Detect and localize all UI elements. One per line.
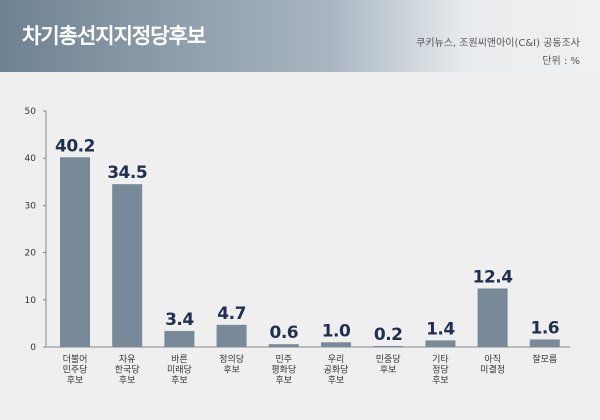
category-label: 잘모름: [532, 353, 557, 365]
unit-note: 단위 : %: [542, 56, 580, 67]
data-label: 12.4: [473, 267, 514, 287]
category-label: 한국당: [115, 365, 140, 376]
category-label: 더불어: [63, 354, 88, 365]
bar: [321, 342, 351, 347]
data-label: 3.4: [165, 310, 194, 330]
data-label: 34.5: [107, 163, 147, 183]
data-label: 0.6: [269, 323, 298, 343]
category-label: 후보: [276, 375, 293, 386]
category-label: 미래당: [167, 365, 192, 376]
category-label: 공화당: [324, 365, 349, 376]
category-label: 민주당: [63, 365, 88, 376]
category-label: 평화당: [271, 365, 296, 376]
bar: [164, 330, 195, 347]
bar: [425, 340, 456, 347]
category-label: 후보: [171, 375, 188, 386]
category-label: 후보: [67, 375, 84, 386]
source-note: 쿠키뉴스, 조원씨앤아이(C&I) 공동조사: [416, 38, 580, 49]
category-label: 후보: [223, 365, 240, 376]
y-tick-label: 20: [25, 249, 37, 259]
category-label: 민주: [276, 354, 293, 365]
bar: [529, 339, 560, 347]
category-label: 정의당: [219, 354, 244, 365]
y-tick-label: 40: [25, 154, 37, 164]
data-label: 40.2: [55, 136, 95, 156]
y-tick-label: 30: [25, 201, 37, 211]
category-label: 바른: [171, 354, 188, 365]
category-label: 후보: [119, 375, 136, 386]
data-label: 1.0: [322, 321, 351, 341]
data-label: 4.7: [217, 304, 246, 324]
category-label: 자유: [119, 354, 136, 365]
category-label: 정당: [432, 365, 449, 376]
header-banner: 차기총선지지정당후보 쿠키뉴스, 조원씨앤아이(C&I) 공동조사 단위 : %: [0, 0, 600, 72]
bar: [477, 288, 508, 347]
bar: [216, 324, 247, 347]
data-label: 1.6: [530, 318, 559, 338]
category-label: 미결정: [480, 365, 505, 376]
y-tick-label: 10: [25, 296, 37, 306]
bar: [112, 184, 143, 347]
category-label: 후보: [380, 365, 397, 376]
bar: [60, 157, 90, 347]
category-label: 민중당: [376, 354, 401, 365]
data-label: 0.2: [374, 325, 403, 345]
y-tick-label: 0: [30, 343, 36, 353]
y-tick-label: 50: [25, 107, 37, 117]
category-label: 아직: [484, 354, 501, 365]
data-label: 1.4: [426, 319, 455, 339]
category-label: 기타: [432, 354, 449, 365]
bar: [268, 344, 299, 347]
category-label: 후보: [328, 375, 345, 386]
category-label: 후보: [432, 375, 449, 386]
bar: [373, 346, 404, 347]
chart-title: 차기총선지지정당후보: [22, 24, 206, 48]
category-label: 우리: [328, 354, 345, 365]
